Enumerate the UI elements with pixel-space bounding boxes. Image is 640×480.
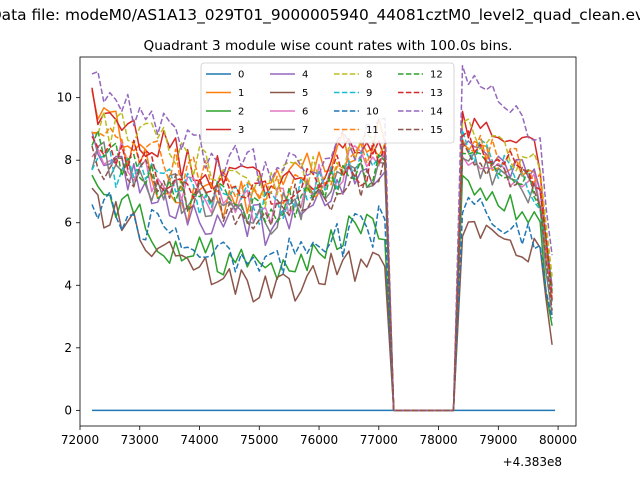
series-line-2 [91,174,553,412]
x-tick-label: 78000 [419,433,457,447]
x-tick-label: 76000 [300,433,338,447]
legend-label-7: 7 [302,125,308,136]
series-line-14 [91,64,553,412]
x-tick-label: 79000 [479,433,517,447]
legend-label-3: 3 [238,125,244,136]
y-tick-label: 10 [57,91,72,105]
series-line-10 [91,191,553,412]
series-line-4 [91,131,553,412]
legend-label-9: 9 [366,88,372,99]
legend-label-4: 4 [302,70,308,81]
figure-suptitle: Data file: modeM0/AS1A13_029T01_90000059… [0,6,640,25]
series-line-11 [91,126,553,412]
legend-label-6: 6 [302,107,308,118]
legend-box [200,62,455,144]
x-offset-label: +4.383e8 [503,455,562,469]
x-tick-label: 77000 [360,433,398,447]
y-tick-label: 4 [64,278,72,292]
legend-label-14: 14 [430,107,443,118]
y-tick-label: 8 [64,153,72,167]
series-line-6 [91,139,553,412]
x-tick-label: 72000 [61,433,99,447]
series-line-3 [91,87,553,412]
legend-label-8: 8 [366,70,372,81]
series-line-8 [91,110,553,412]
y-tick-label: 0 [64,403,72,417]
x-tick-label: 73000 [121,433,159,447]
legend-label-11: 11 [366,125,379,136]
series-line-13 [91,130,553,412]
plot-area [91,64,556,412]
x-tick-label: 74000 [180,433,218,447]
y-tick-label: 6 [64,216,72,230]
legend-label-5: 5 [302,88,308,99]
legend-label-12: 12 [430,70,443,81]
legend-label-10: 10 [366,107,379,118]
axes-frame [79,56,577,427]
legend-label-0: 0 [238,70,244,81]
chart-title: Quadrant 3 module wise count rates with … [144,38,513,54]
legend-label-1: 1 [238,88,244,99]
legend-label-13: 13 [430,88,443,99]
legend-label-15: 15 [430,125,443,136]
x-tick-label: 80000 [539,433,577,447]
legend-label-2: 2 [238,107,244,118]
y-tick-label: 2 [64,341,72,355]
series-line-5 [91,187,553,412]
axes: 72000 73000 74000 75000 76000 77000 78000 79000… [57,56,577,469]
x-tick-label: 75000 [240,433,278,447]
series-line-15 [91,141,553,412]
